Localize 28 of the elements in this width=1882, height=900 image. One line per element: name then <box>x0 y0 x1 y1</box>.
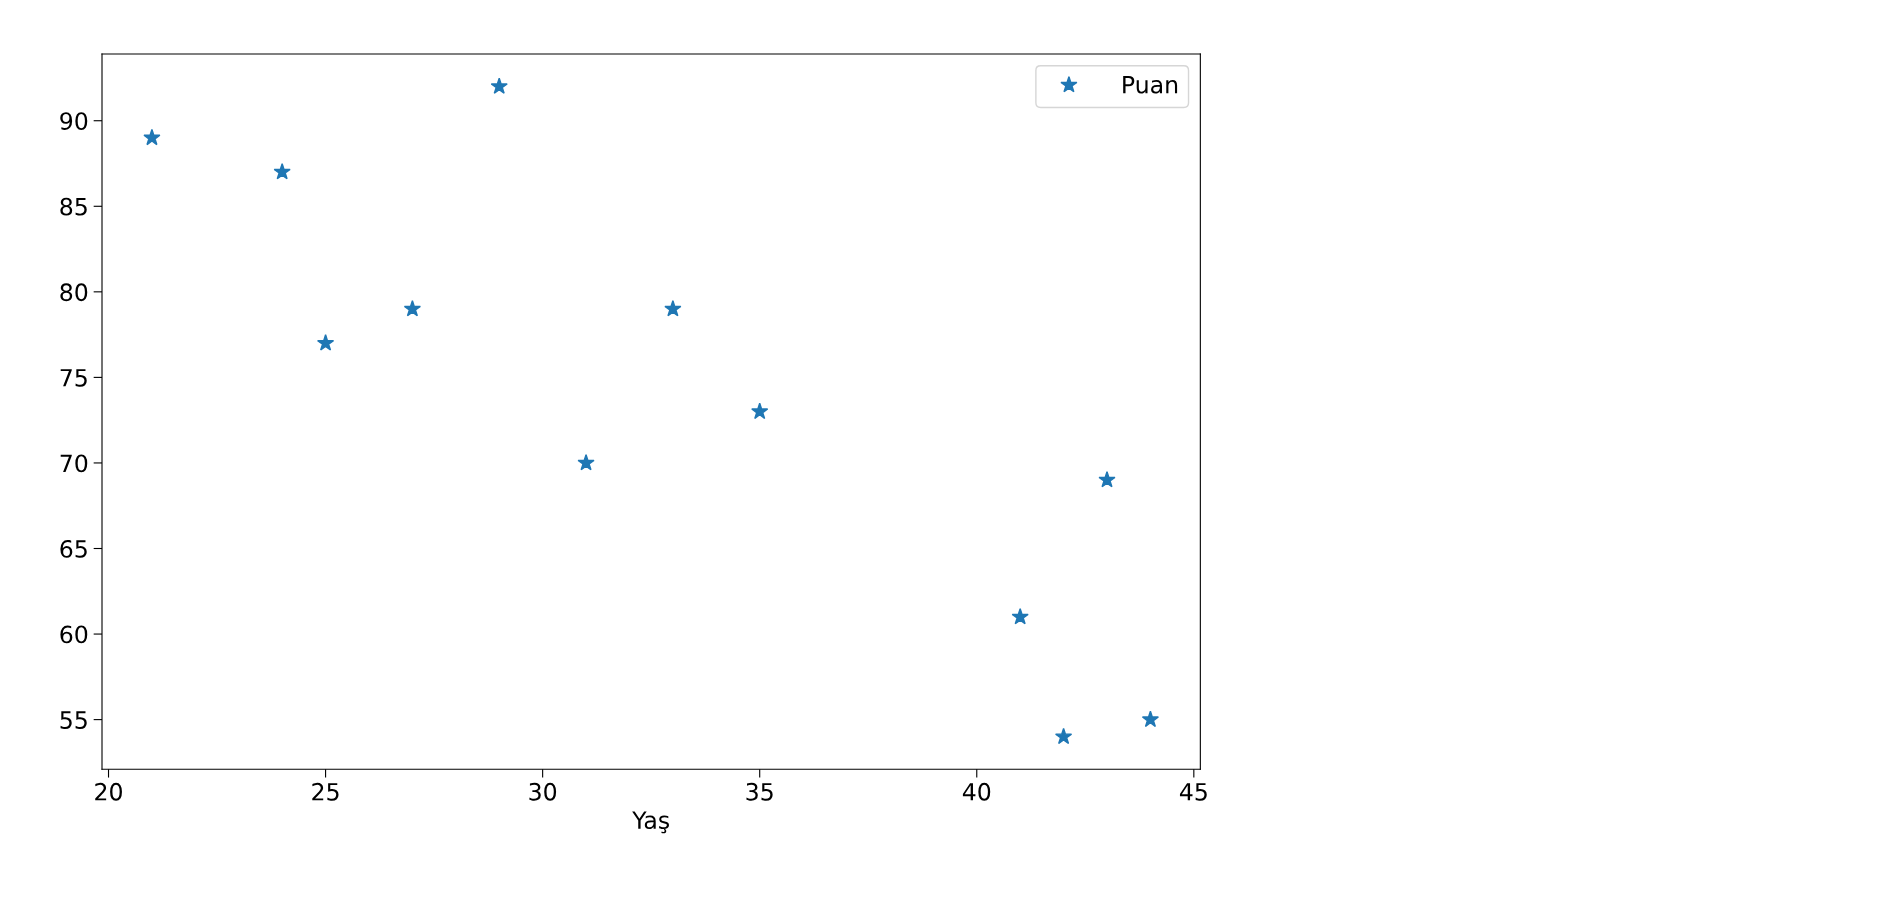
point <box>664 299 682 317</box>
x-tick-label: 45 <box>1179 783 1207 801</box>
y-tick-label: 80 <box>60 283 88 302</box>
point <box>143 128 161 146</box>
x-axis-title: Yaş <box>632 811 669 834</box>
point <box>751 402 769 420</box>
point <box>403 299 422 317</box>
point <box>1011 607 1029 625</box>
y-tick-label: 75 <box>60 369 87 387</box>
x-tick-label: 40 <box>962 782 991 801</box>
x-tick-label: 35 <box>746 782 773 801</box>
point <box>316 334 335 351</box>
point <box>1054 727 1073 745</box>
point <box>577 453 595 471</box>
y-tick-label: 70 <box>60 454 88 473</box>
point <box>490 77 508 94</box>
x-tick-label: 20 <box>95 782 122 801</box>
y-tick-label: 90 <box>60 112 88 131</box>
y-tick-label: 60 <box>60 625 88 644</box>
point <box>273 163 291 180</box>
y-tick-label: 55 <box>60 711 87 729</box>
y-tick-label: 85 <box>60 197 87 216</box>
legend-label: Puan <box>1123 75 1178 94</box>
x-tick-label: 30 <box>529 782 557 801</box>
x-tick-label: 25 <box>312 782 339 801</box>
y-tick-label: 65 <box>60 539 87 558</box>
point <box>1141 710 1160 728</box>
point <box>1098 471 1116 488</box>
